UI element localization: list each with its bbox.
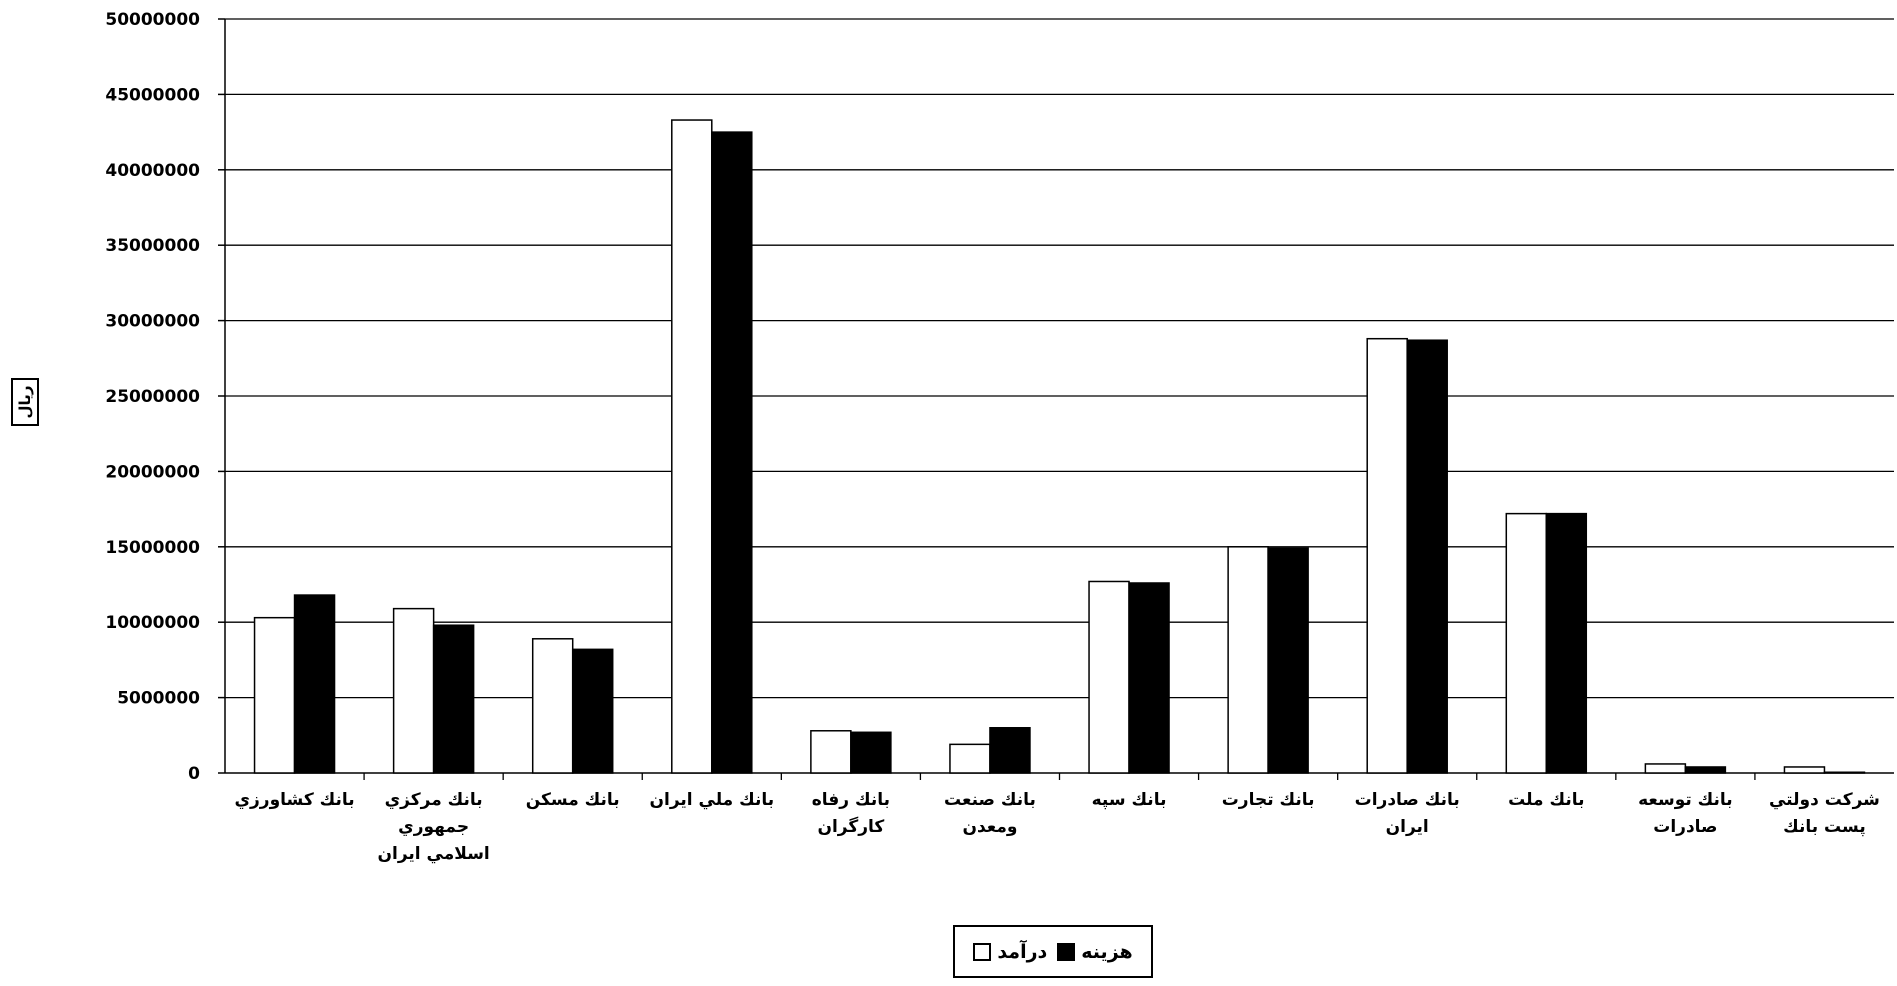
bar-expense: [989, 727, 1031, 774]
y-tick-label: 0: [188, 764, 200, 784]
y-tick-label: 25000000: [105, 387, 200, 407]
x-category-label: بانك مسكن: [526, 790, 620, 810]
bar-expense: [1267, 547, 1309, 774]
bar-expense: [293, 594, 336, 774]
bar-income: [392, 607, 435, 774]
y-tick-label: 50000000: [105, 10, 200, 30]
x-category-label: بانك صنعت: [944, 790, 1036, 810]
bar-expense: [432, 624, 475, 774]
legend-label-income: درآمد: [997, 940, 1048, 963]
legend-label-expense: هزينه: [1081, 940, 1133, 963]
bar-income: [1644, 763, 1687, 774]
y-tick-label: 40000000: [105, 161, 200, 181]
bar-income: [949, 743, 991, 774]
y-tick-label: 5000000: [117, 689, 200, 709]
x-category-label: بانك كشاورزي: [234, 790, 354, 810]
legend-item-expense: هزينه: [1057, 940, 1133, 963]
bar-expense: [571, 648, 614, 774]
bar-income: [253, 616, 296, 774]
x-category-label: بانك توسعه: [1638, 790, 1733, 810]
x-category-label: بانك ملي ايران: [649, 790, 774, 810]
x-category-label: ايران: [1386, 817, 1429, 837]
bar-expense: [1684, 766, 1727, 774]
y-tick-label: 15000000: [105, 538, 200, 558]
x-category-label: بانك رفاه: [812, 790, 890, 810]
bar-expense: [1406, 339, 1448, 774]
y-tick-label: 45000000: [105, 85, 200, 105]
legend-swatch-expense: [1057, 942, 1076, 961]
bar-income: [1227, 546, 1269, 774]
bar-income: [810, 730, 852, 774]
bar-income: [1366, 337, 1408, 774]
x-category-label: شركت دولتي: [1769, 790, 1880, 810]
legend-swatch-income: [973, 942, 992, 961]
y-tick-label: 10000000: [105, 613, 200, 633]
legend: هزينه درآمد: [953, 925, 1153, 978]
bar-income: [1505, 512, 1548, 774]
y-tick-label: 35000000: [105, 236, 200, 256]
bar-income: [531, 638, 574, 774]
x-category-label: كارگران: [817, 816, 884, 837]
legend-item-income: درآمد: [973, 941, 1047, 963]
y-axis-label-box: ریال: [11, 378, 39, 426]
y-tick-label: 30000000: [105, 312, 200, 332]
bar-expense: [850, 731, 892, 774]
bar-income: [1088, 580, 1130, 774]
x-category-label: اسلامي ايران: [378, 844, 490, 864]
y-tick-label: 20000000: [105, 462, 200, 482]
x-category-label: جمهوري: [398, 817, 469, 837]
x-category-label: بانك ملت: [1508, 790, 1584, 810]
x-category-label: صادرات: [1653, 817, 1717, 837]
y-axis-label: ریال: [16, 385, 34, 419]
bar-expense: [1545, 512, 1588, 774]
bar-expense: [711, 131, 753, 774]
x-category-label: بانك تجارت: [1222, 790, 1315, 810]
x-category-label: بانك مركزي: [385, 790, 483, 810]
x-category-label: بانك سپه: [1092, 790, 1167, 810]
bar-income: [671, 119, 713, 774]
bar-expense: [1823, 771, 1866, 774]
bar-expense: [1128, 582, 1170, 774]
x-category-label: پست بانك: [1783, 817, 1866, 837]
bar-income: [1783, 766, 1826, 774]
x-category-label: بانك صادرات: [1355, 790, 1460, 810]
x-category-label: ومعدن: [962, 817, 1017, 837]
